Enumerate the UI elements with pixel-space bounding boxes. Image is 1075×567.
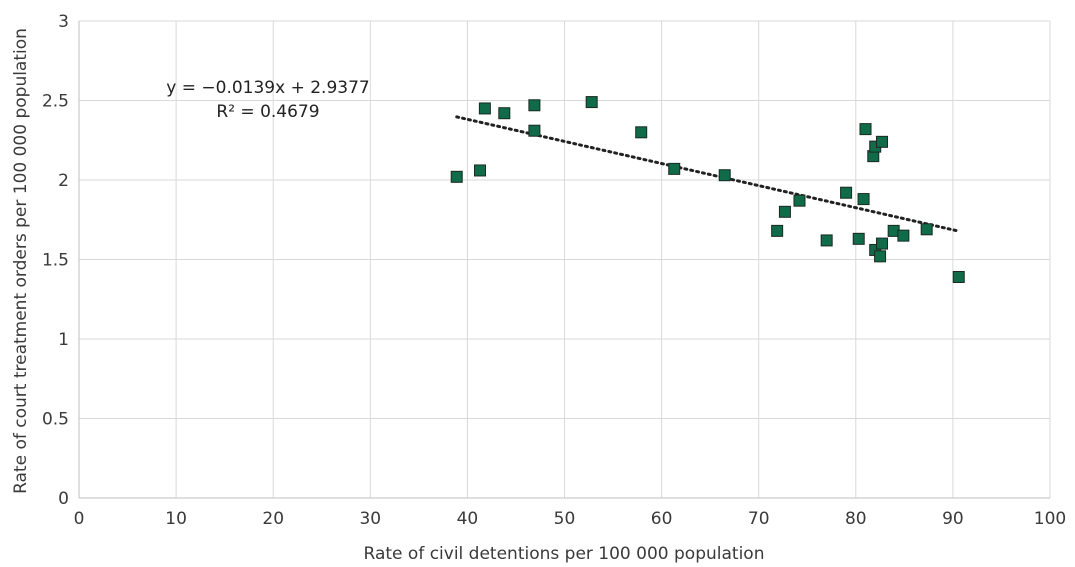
data-point — [450, 170, 463, 183]
data-point — [718, 169, 731, 182]
y-tick-label: 3 — [58, 12, 69, 32]
y-tick-label: 0 — [58, 489, 69, 509]
data-point — [876, 135, 889, 148]
x-tick-label: 10 — [165, 509, 187, 529]
data-point — [585, 96, 598, 109]
x-tick-label: 80 — [845, 509, 867, 529]
data-point — [920, 223, 933, 236]
x-tick-label: 0 — [74, 509, 85, 529]
y-tick-label: 2.5 — [42, 92, 69, 112]
x-tick-label: 20 — [262, 509, 284, 529]
data-point — [793, 194, 806, 207]
data-point — [771, 224, 784, 237]
tick-labels: 0 10 20 30 40 50 60 70 80 90 100 0 0.5 1 1.5 2 2.5 3 — [42, 12, 1066, 529]
y-tick-label: 1.5 — [42, 251, 69, 271]
x-tick-label: 60 — [651, 509, 673, 529]
data-point — [668, 162, 681, 175]
data-point — [528, 124, 541, 137]
data-point — [820, 234, 833, 247]
gridlines — [78, 20, 1051, 499]
x-tick-label: 70 — [748, 509, 770, 529]
data-point — [852, 232, 865, 245]
data-point — [876, 237, 889, 250]
data-point — [778, 205, 791, 218]
x-axis-title: Rate of civil detentions per 100 000 pop… — [364, 544, 765, 564]
data-points — [450, 96, 965, 283]
trendline-r-squared: R² = 0.4679 — [216, 102, 319, 122]
data-point — [897, 229, 910, 242]
y-axis-title: Rate of court treatment orders per 100 0… — [11, 28, 31, 494]
x-tick-label: 90 — [942, 509, 964, 529]
data-point — [857, 193, 870, 206]
data-point — [859, 123, 872, 136]
data-point — [478, 102, 491, 115]
y-tick-label: 0.5 — [42, 410, 69, 430]
x-tick-label: 50 — [554, 509, 576, 529]
x-tick-label: 40 — [457, 509, 479, 529]
data-point — [528, 99, 541, 112]
x-tick-label: 30 — [359, 509, 381, 529]
data-point — [474, 164, 487, 177]
data-point — [498, 107, 511, 120]
x-tick-label: 100 — [1034, 509, 1066, 529]
y-tick-label: 1 — [58, 330, 69, 350]
y-tick-label: 2 — [58, 171, 69, 191]
data-point — [874, 250, 887, 263]
data-point — [952, 270, 965, 283]
data-point — [840, 186, 853, 199]
data-point — [635, 126, 648, 139]
trendline-equation: y = −0.0139x + 2.9377 — [166, 78, 369, 98]
